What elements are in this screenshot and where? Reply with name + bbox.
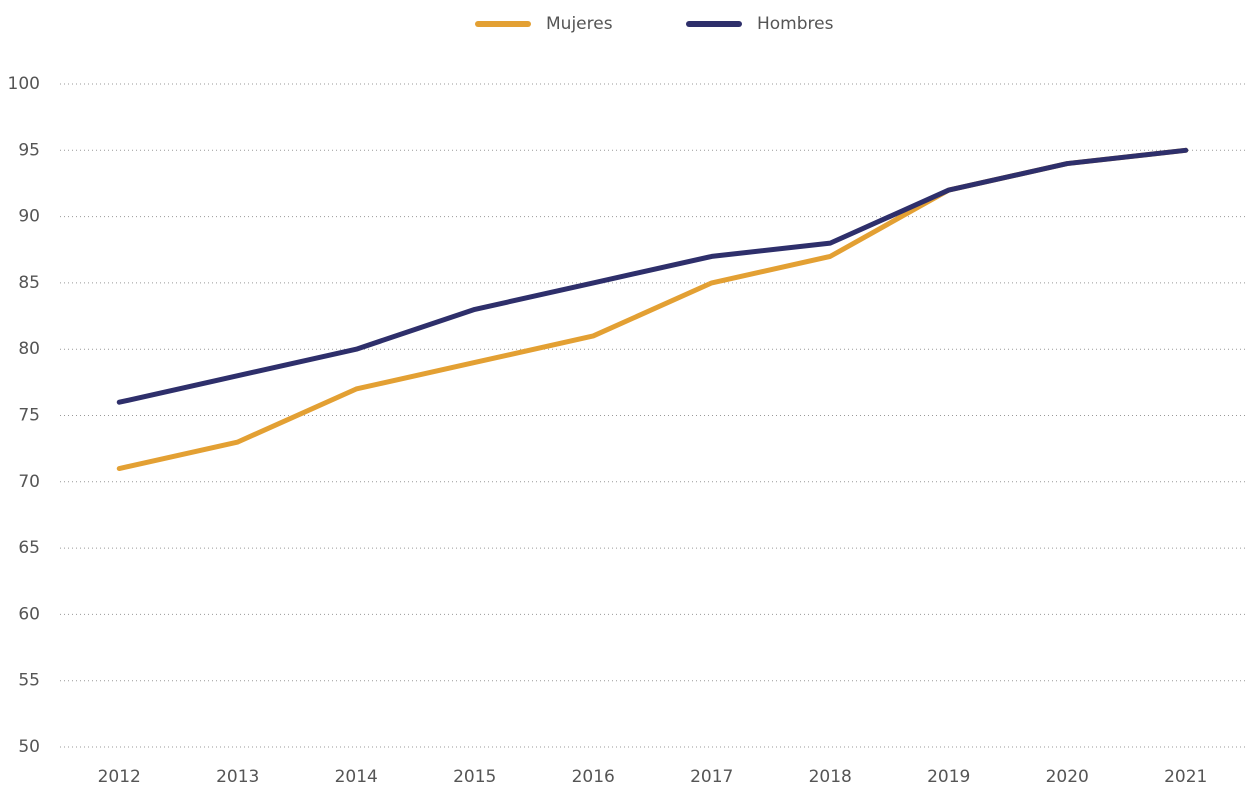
x-tick-label: 2014 xyxy=(335,767,378,787)
x-tick-label: 2013 xyxy=(216,767,259,787)
y-tick-label: 70 xyxy=(18,472,40,492)
x-tick-label: 2017 xyxy=(690,767,733,787)
y-tick-label: 50 xyxy=(18,737,40,757)
y-tick-label: 60 xyxy=(18,604,40,624)
series-line xyxy=(116,147,1189,405)
y-tick-label: 75 xyxy=(18,406,40,426)
series-line xyxy=(116,147,1189,472)
legend-label: Mujeres xyxy=(546,14,613,34)
x-tick-label: 2021 xyxy=(1164,767,1207,787)
x-tick-label: 2015 xyxy=(453,767,496,787)
y-tick-label: 80 xyxy=(18,339,40,359)
y-tick-label: 100 xyxy=(8,74,40,94)
x-tick-label: 2012 xyxy=(98,767,141,787)
y-tick-label: 55 xyxy=(18,671,40,691)
x-tick-label: 2019 xyxy=(927,767,970,787)
x-tick-label: 2020 xyxy=(1046,767,1089,787)
y-tick-label: 95 xyxy=(18,140,40,160)
x-tick-label: 2018 xyxy=(809,767,852,787)
legend-label: Hombres xyxy=(757,14,834,34)
y-tick-label: 90 xyxy=(18,207,40,227)
y-tick-label: 85 xyxy=(18,273,40,293)
x-tick-label: 2016 xyxy=(572,767,615,787)
y-tick-label: 65 xyxy=(18,538,40,558)
